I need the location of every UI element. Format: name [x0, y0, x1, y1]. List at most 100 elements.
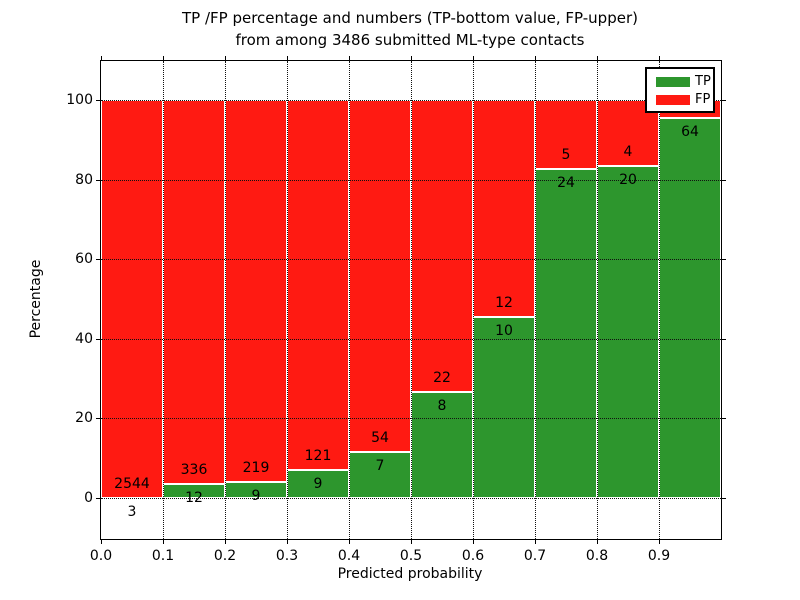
y-tick-mark [96, 100, 101, 101]
plot-area: 0.0 0.1 0.2 0.3 0.4 0.5 0.6 0.7 0.8 0.9 0 20 40 60 80 1… [66, 56, 726, 564]
x-tick-mark-top [535, 56, 536, 61]
chart-title-line2: from among 3486 submitted ML-type contac… [235, 31, 585, 49]
x-tick-label: 0.8 [585, 548, 609, 564]
x-tick-mark [225, 539, 226, 544]
fp-count-label: 336 [180, 462, 208, 479]
x-gridline [287, 61, 288, 539]
x-axis-label: Predicted probability [337, 566, 483, 582]
legend: TP FP [645, 67, 715, 113]
y-tick-mark [96, 259, 101, 261]
bar-segment-tp [597, 166, 659, 498]
y-tick-mark-right [721, 338, 726, 340]
y-tick-mark [96, 179, 101, 181]
x-tick-mark-top [597, 56, 598, 61]
x-gridline [411, 61, 412, 539]
fp-count-label: 219 [242, 460, 270, 477]
x-tick-mark [287, 539, 288, 544]
x-tick-label: 0.1 [151, 548, 175, 564]
x-tick-mark-top [659, 56, 660, 61]
tp-count-label: 20 [619, 172, 637, 189]
x-tick-mark [473, 539, 474, 544]
bar-segment-fp [225, 100, 287, 483]
bar-segment-fp [163, 100, 225, 485]
fp-count-label: 121 [304, 448, 332, 465]
x-tick-mark-top [163, 56, 164, 61]
x-tick-mark-top [225, 56, 226, 61]
x-tick-mark-top [349, 56, 350, 61]
x-tick-label: 0.7 [523, 548, 547, 564]
tp-swatch-icon [656, 77, 690, 87]
tp-count-label: 3 [127, 503, 137, 520]
y-tick-mark-right [721, 259, 726, 261]
x-tick-mark-top [411, 56, 412, 61]
y-tick-mark-right [721, 100, 726, 101]
x-gridline [659, 61, 660, 539]
y-tick-mark-right [721, 418, 726, 420]
x-tick-mark-top [287, 56, 288, 61]
fp-count-label: 4 [623, 144, 633, 161]
legend-label: TP [695, 74, 711, 89]
x-tick-mark [101, 539, 102, 544]
x-gridline [163, 61, 164, 539]
legend-item-fp: FP [647, 91, 713, 109]
legend-label: FP [695, 92, 711, 107]
x-tick-label: 0.2 [213, 548, 237, 564]
tp-count-label: 8 [437, 397, 447, 414]
tp-count-label: 9 [313, 476, 323, 493]
x-tick-label: 0.3 [275, 548, 299, 564]
fp-count-label: 54 [371, 430, 389, 447]
bar-segment-tp [473, 317, 535, 498]
tp-count-label: 9 [251, 488, 261, 505]
bar-segment-tp [287, 470, 349, 498]
y-tick-mark [96, 418, 101, 420]
x-gridline [473, 61, 474, 539]
x-tick-mark [349, 539, 350, 544]
chart-title: TP /FP percentage and numbers (TP-bottom… [100, 7, 720, 51]
x-tick-label: 0.5 [399, 548, 423, 564]
x-gridline [597, 61, 598, 539]
x-tick-mark [411, 539, 412, 544]
y-tick-mark-right [721, 179, 726, 181]
bar-segment-tp [659, 117, 721, 498]
fp-count-label: 5 [561, 146, 571, 163]
y-tick-mark [96, 498, 101, 499]
bar-segment-fp [349, 100, 411, 453]
y-tick-label: 20 [75, 410, 93, 427]
y-tick-label: 40 [75, 330, 93, 347]
x-tick-mark-top [473, 56, 474, 61]
chart-title-line1: TP /FP percentage and numbers (TP-bottom… [182, 9, 638, 27]
x-tick-label: 0.0 [89, 548, 113, 564]
tp-count-label: 24 [557, 174, 575, 191]
x-tick-label: 0.9 [647, 548, 671, 564]
y-tick-label: 0 [84, 490, 93, 506]
y-tick-label: 100 [66, 92, 93, 108]
x-tick-mark-top [101, 56, 102, 61]
x-tick-mark [659, 539, 660, 544]
x-tick-mark [163, 539, 164, 544]
fp-count-label: 2544 [114, 475, 150, 492]
bar-segment-tp [411, 391, 473, 498]
bar-segment-tp [349, 452, 411, 498]
bar-segment-fp [287, 100, 349, 471]
x-tick-label: 0.6 [461, 548, 485, 564]
bar-segment-fp [473, 100, 535, 318]
fp-swatch-icon [656, 95, 690, 105]
y-axis-label: Percentage [28, 259, 44, 339]
tp-count-label: 7 [375, 458, 385, 475]
fp-count-label: 22 [433, 369, 451, 386]
tp-count-label: 12 [185, 490, 203, 507]
x-gridline [225, 61, 226, 539]
tp-count-label: 64 [681, 123, 699, 140]
fp-count-label: 12 [495, 295, 513, 312]
bar-segment-tp [535, 168, 597, 498]
x-tick-label: 0.4 [337, 548, 361, 564]
x-tick-mark [597, 539, 598, 544]
y-tick-mark-right [721, 498, 726, 499]
y-tick-label: 80 [75, 171, 93, 188]
x-gridline [535, 61, 536, 539]
y-tick-label: 60 [75, 251, 93, 268]
x-tick-mark [535, 539, 536, 544]
tp-count-label: 10 [495, 323, 513, 340]
x-gridline [349, 61, 350, 539]
